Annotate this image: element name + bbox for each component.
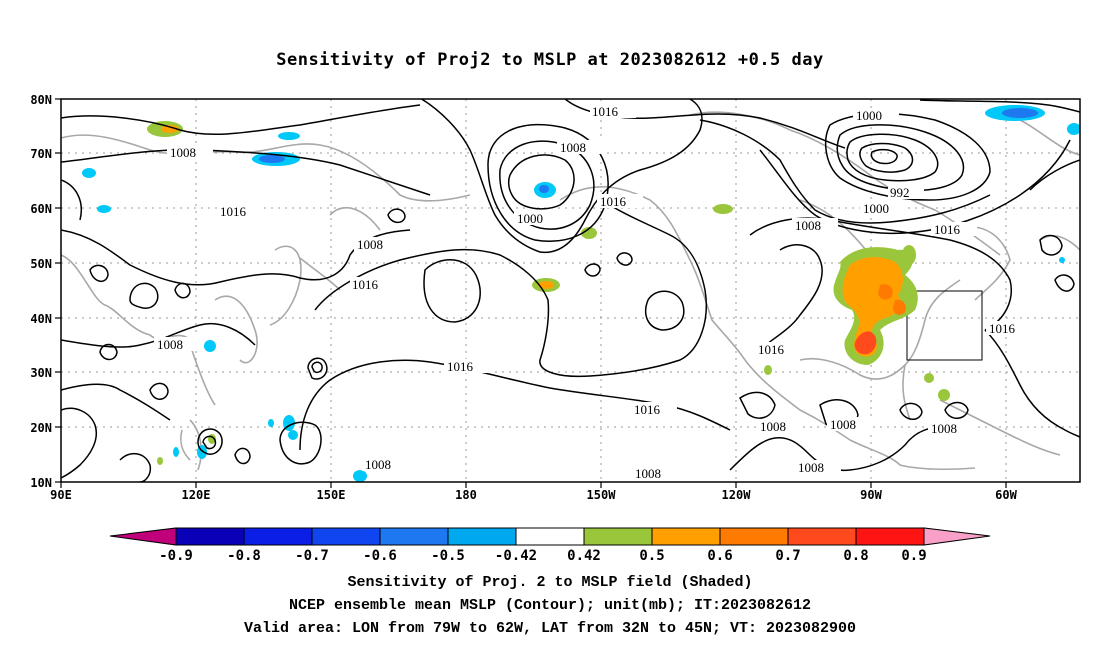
contour-label: 1016 bbox=[989, 321, 1016, 336]
colorbar-swatch bbox=[515, 527, 585, 546]
colorbar-label: -0.6 bbox=[363, 548, 397, 564]
map-frame bbox=[60, 98, 1081, 483]
figure-title: Sensitivity of Proj2 to MSLP at 20230826… bbox=[276, 50, 824, 70]
longitude-labels: 90E 120E 150E 180 150W 120W 90W 60W bbox=[50, 488, 1017, 502]
colorbar-swatch bbox=[855, 527, 925, 546]
caption-contour: NCEP ensemble mean MSLP (Contour); unit(… bbox=[288, 597, 812, 614]
colorbar-label: -0.9 bbox=[159, 548, 193, 564]
colorbar-swatch bbox=[311, 527, 381, 546]
valid-area-box bbox=[906, 290, 983, 361]
colorbar-swatch bbox=[447, 527, 517, 546]
contour-label: 1000 bbox=[863, 201, 889, 216]
contour-label: 1008 bbox=[560, 140, 586, 155]
contour-label: 1008 bbox=[795, 218, 821, 233]
lat-label: 70N bbox=[30, 147, 52, 161]
colorbar-label: -0.7 bbox=[295, 548, 329, 564]
colorbar-swatch bbox=[379, 527, 449, 546]
map-panel: 1016 1008 1016 1008 1016 1016 1000 1008 … bbox=[61, 99, 1080, 482]
contour-label: 1016 bbox=[447, 359, 474, 374]
colorbar-low-end bbox=[109, 527, 177, 546]
colorbar-label: 0.8 bbox=[843, 548, 868, 564]
colorbar-swatch bbox=[719, 527, 789, 546]
lon-label: 150E bbox=[317, 488, 346, 502]
colorbar-swatch bbox=[175, 527, 245, 546]
lon-label: 60W bbox=[995, 488, 1017, 502]
contour-label: 1016 bbox=[934, 222, 961, 237]
contour-label: 1008 bbox=[798, 460, 824, 475]
caption-shading: Sensitivity of Proj. 2 to MSLP field (Sh… bbox=[347, 574, 753, 591]
colorbar-label: 0.6 bbox=[707, 548, 732, 564]
colorbar-swatch bbox=[651, 527, 721, 546]
coastlines bbox=[61, 111, 1080, 471]
lat-label: 50N bbox=[30, 257, 52, 271]
contour-label: 1008 bbox=[931, 421, 957, 436]
colorbar-labels: -0.9 -0.8 -0.7 -0.6 -0.5 -0.42 0.42 0.5 … bbox=[159, 548, 927, 564]
colorbar-high-end bbox=[923, 527, 991, 546]
contour-label: 1016 bbox=[758, 342, 785, 357]
colorbar bbox=[109, 527, 991, 546]
contour-label: 1008 bbox=[170, 145, 196, 160]
contour-label: 1008 bbox=[357, 237, 383, 252]
colorbar-label: 0.7 bbox=[775, 548, 800, 564]
contour-label: 1016 bbox=[592, 104, 619, 119]
colorbar-swatch bbox=[583, 527, 653, 546]
contour-label: 1000 bbox=[856, 108, 882, 123]
lon-label: 180 bbox=[455, 488, 477, 502]
lat-label: 20N bbox=[30, 421, 52, 435]
contour-label: 1000 bbox=[517, 211, 543, 226]
lat-label: 40N bbox=[30, 312, 52, 326]
contour-label: 1008 bbox=[157, 337, 183, 352]
lat-label: 10N bbox=[30, 476, 52, 490]
lon-label: 120W bbox=[722, 488, 752, 502]
contour-label: 1016 bbox=[220, 204, 247, 219]
colorbar-label: 0.5 bbox=[639, 548, 664, 564]
colorbar-swatch bbox=[243, 527, 313, 546]
lat-label: 30N bbox=[30, 366, 52, 380]
colorbar-label: -0.8 bbox=[227, 548, 261, 564]
caption-valid-area: Valid area: LON from 79W to 62W, LAT fro… bbox=[243, 620, 857, 637]
contour-label: 1016 bbox=[634, 402, 661, 417]
lat-label: 80N bbox=[30, 93, 52, 107]
latitude-labels: 80N 70N 60N 50N 40N 30N 20N 10N bbox=[30, 93, 52, 490]
sensitivity-map: 1016 1008 1016 1008 1016 1016 1000 1008 … bbox=[30, 93, 1081, 564]
lat-label: 60N bbox=[30, 202, 52, 216]
contour-label: 1008 bbox=[760, 419, 786, 434]
lon-label: 150W bbox=[587, 488, 617, 502]
contour-label: 1008 bbox=[830, 417, 856, 432]
contour-label: 992 bbox=[890, 185, 910, 200]
lon-label: 90W bbox=[860, 488, 882, 502]
axis-ticks bbox=[55, 98, 1007, 488]
colorbar-label: 0.9 bbox=[901, 548, 926, 564]
lon-label: 90E bbox=[50, 488, 72, 502]
contour-label: 1016 bbox=[600, 194, 627, 209]
colorbar-label: 0.42 bbox=[567, 548, 601, 564]
contour-label: 1008 bbox=[635, 466, 661, 481]
contour-labels: 1016 1008 1016 1008 1016 1016 1000 1008 … bbox=[154, 104, 1032, 481]
lon-label: 120E bbox=[182, 488, 211, 502]
colorbar-swatch bbox=[787, 527, 857, 546]
colorbar-label: -0.42 bbox=[495, 548, 537, 564]
sensitivity-shading bbox=[82, 105, 1080, 482]
colorbar-label: -0.5 bbox=[431, 548, 465, 564]
contour-label: 1008 bbox=[365, 457, 391, 472]
contour-label: 1016 bbox=[352, 277, 379, 292]
